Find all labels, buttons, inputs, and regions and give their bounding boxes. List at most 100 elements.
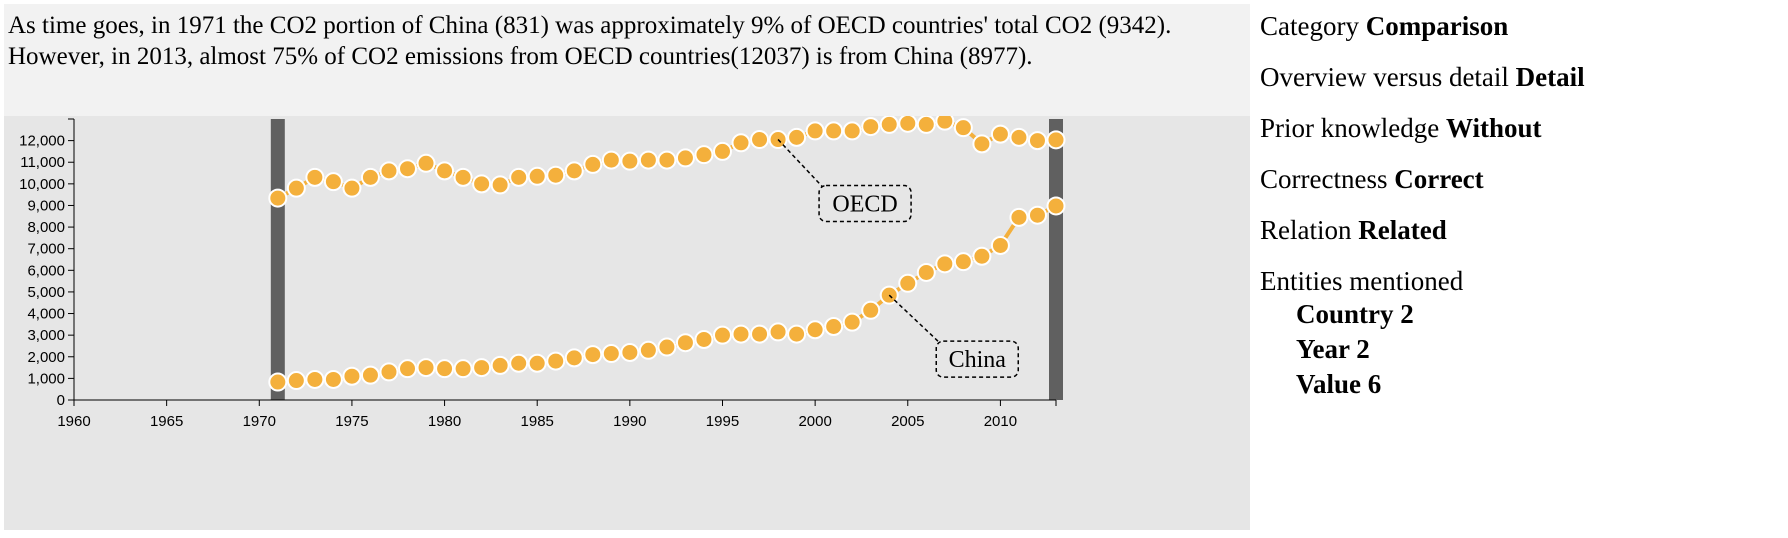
y-tick-label: 1,000 <box>27 370 65 387</box>
entities-list: Country 2 Year 2 Value 6 <box>1260 297 1780 402</box>
y-tick-label: 4,000 <box>27 306 65 323</box>
oecd-data-point <box>435 161 455 181</box>
oecd-data-point <box>787 127 807 147</box>
x-tick-label: 1960 <box>57 413 90 430</box>
correctness-label: Correctness <box>1260 164 1388 194</box>
oecd-data-point <box>990 124 1010 144</box>
china-data-point <box>601 344 621 364</box>
china-data-point <box>842 312 862 332</box>
x-tick-label: 1980 <box>428 413 461 430</box>
oecd-data-point <box>768 130 788 150</box>
oecd-annotation-box <box>818 184 912 223</box>
china-data-point <box>398 359 418 379</box>
y-tick-label: 6,000 <box>27 262 65 279</box>
caption-box: As time goes, in 1971 the CO2 portion of… <box>4 4 1250 116</box>
chart-panel: 0 1,000 2,000 3,000 4,000 5,000 6,000 7,000 8,00… <box>4 116 1250 530</box>
entity-item: Country 2 <box>1296 299 1414 329</box>
china-annotation-box <box>935 340 1019 378</box>
oecd-data-point <box>379 161 399 181</box>
correctness-row: Correctness Correct <box>1260 159 1780 210</box>
prior-knowledge-row: Prior knowledge Without <box>1260 108 1780 159</box>
x-tick-label: 2010 <box>984 413 1017 430</box>
entities-label: Entities mentioned <box>1260 266 1464 296</box>
china-annotation-leader <box>888 294 943 346</box>
y-tick-label: 11,000 <box>20 154 65 171</box>
co2-line-chart: 0 1,000 2,000 3,000 4,000 5,000 6,000 7,000 8,00… <box>19 116 1066 430</box>
oecd-data-point <box>286 178 306 198</box>
relation-label: Relation <box>1260 215 1352 245</box>
y-tick-label: 0 <box>57 392 65 409</box>
oecd-data-point <box>453 167 473 187</box>
oecd-annotation-leader <box>777 139 826 191</box>
x-tick-label: 1975 <box>335 413 368 430</box>
oecd-data-point <box>490 175 510 195</box>
china-data-point <box>1009 207 1029 227</box>
y-tick-label: 3,000 <box>27 327 65 344</box>
highlight-bar <box>1049 119 1063 400</box>
china-data-point <box>657 337 677 357</box>
oecd-data-point <box>972 134 992 154</box>
china-data-point <box>990 235 1010 255</box>
china-data-point <box>435 359 455 379</box>
oecd-data-point <box>842 121 862 141</box>
oecd-data-point <box>638 150 658 170</box>
oecd-data-point <box>564 161 584 181</box>
x-tick-label: 1990 <box>613 413 646 430</box>
entity-item: Value 6 <box>1296 369 1382 399</box>
x-tick-label: 2005 <box>891 413 924 430</box>
y-tick-label: 5,000 <box>27 284 65 301</box>
china-data-point <box>824 317 844 337</box>
china-data-point <box>805 320 825 340</box>
y-tick-label: 7,000 <box>27 241 65 258</box>
y-tick-label: 8,000 <box>27 219 65 236</box>
oecd-data-point <box>657 150 677 170</box>
china-data-point <box>360 365 380 385</box>
entities-row: Entities mentioned <box>1260 261 1780 297</box>
oecd-data-point <box>509 167 529 187</box>
y-tick-label: 2,000 <box>27 349 65 366</box>
china-data-point <box>509 353 529 373</box>
china-data-point <box>935 254 955 274</box>
oecd-data-point <box>398 159 418 179</box>
china-data-point <box>416 358 436 378</box>
china-data-point <box>972 246 992 266</box>
china-data-point <box>527 353 547 373</box>
china-data-point <box>694 329 714 349</box>
entity-item: Year 2 <box>1296 334 1370 364</box>
oecd-data-point <box>805 121 825 141</box>
oecd-data-point <box>620 151 640 171</box>
china-data-point <box>583 345 603 365</box>
y-tick-label: 9,000 <box>27 197 65 214</box>
oecd-data-point <box>527 166 547 186</box>
china-data-point <box>379 362 399 382</box>
china-data-point <box>1027 205 1047 225</box>
china-data-point <box>472 358 492 378</box>
china-data-point <box>453 359 473 379</box>
oecd-data-point <box>675 148 695 168</box>
oecd-data-point <box>712 141 732 161</box>
china-data-point <box>546 351 566 371</box>
correctness-value: Correct <box>1394 164 1484 194</box>
china-data-point <box>620 342 640 362</box>
relation-value: Related <box>1358 215 1447 245</box>
oecd-data-point <box>750 130 770 150</box>
oecd-data-point <box>472 174 492 194</box>
y-tick-label: 10,000 <box>19 176 65 193</box>
china-data-point <box>712 325 732 345</box>
category-row: Category Comparison <box>1260 6 1780 57</box>
china-data-point <box>342 366 362 386</box>
oecd-data-point <box>861 117 881 137</box>
china-data-point <box>861 300 881 320</box>
x-tick-label: 2000 <box>798 413 831 430</box>
china-data-point <box>286 371 306 391</box>
oecd-data-point <box>546 165 566 185</box>
caption-text: As time goes, in 1971 the CO2 portion of… <box>8 12 1172 70</box>
relation-row: Relation Related <box>1260 210 1780 261</box>
china-data-point <box>1046 196 1066 216</box>
prior-knowledge-label: Prior knowledge <box>1260 113 1440 143</box>
x-tick-label: 1965 <box>150 413 183 430</box>
oecd-data-point <box>360 167 380 187</box>
china-data-point <box>768 322 788 342</box>
oecd-data-point <box>1027 131 1047 151</box>
x-tick-label: 1995 <box>706 413 739 430</box>
